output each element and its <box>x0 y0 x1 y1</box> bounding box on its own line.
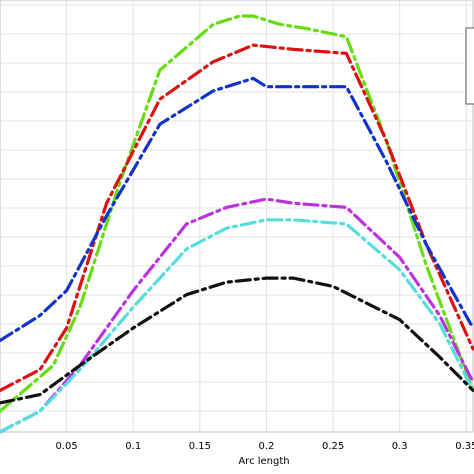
x-tick-label: 0.1 <box>125 441 141 452</box>
x-tick-label: 0.25 <box>322 441 344 452</box>
x-tick-labels: 0.05 0.1 0.15 0.2 0.25 0.3 0.35 <box>55 441 474 452</box>
x-tick-label: 0.05 <box>55 441 77 452</box>
series-line-5 <box>0 218 474 434</box>
x-axis-label: Arc length <box>238 456 289 467</box>
series-line-3 <box>0 76 474 343</box>
x-tick-label: 0.3 <box>392 441 408 452</box>
series-line-6 <box>0 276 474 405</box>
x-tick-label: 0.15 <box>189 441 211 452</box>
series-layer <box>0 14 474 434</box>
x-tick-label: 0.2 <box>259 441 275 452</box>
series-line-2 <box>0 43 474 392</box>
legend-box <box>465 27 474 105</box>
legend <box>465 27 474 105</box>
plot-area-frame <box>0 0 474 433</box>
x-tick-label: 0.35 <box>455 441 474 452</box>
series-line-4 <box>0 197 474 434</box>
